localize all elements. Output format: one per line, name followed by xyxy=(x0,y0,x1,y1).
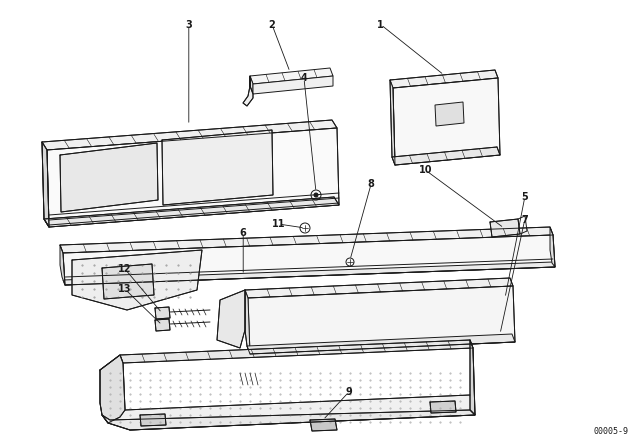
Polygon shape xyxy=(47,128,339,227)
Polygon shape xyxy=(245,278,513,298)
Polygon shape xyxy=(120,340,473,363)
Polygon shape xyxy=(217,290,245,348)
Polygon shape xyxy=(490,219,520,237)
Polygon shape xyxy=(390,70,498,88)
Text: 13: 13 xyxy=(118,284,132,294)
Polygon shape xyxy=(435,102,464,126)
Polygon shape xyxy=(430,401,456,413)
Polygon shape xyxy=(470,340,475,415)
Text: 2: 2 xyxy=(269,20,275,30)
Polygon shape xyxy=(310,419,337,431)
Text: 12: 12 xyxy=(118,264,132,274)
Polygon shape xyxy=(42,120,337,150)
Polygon shape xyxy=(100,355,125,423)
Polygon shape xyxy=(248,286,515,354)
Polygon shape xyxy=(393,78,500,165)
Polygon shape xyxy=(63,262,555,285)
Polygon shape xyxy=(247,334,515,354)
Polygon shape xyxy=(60,143,158,212)
Polygon shape xyxy=(162,130,273,205)
Polygon shape xyxy=(155,319,170,331)
Polygon shape xyxy=(245,290,250,354)
Polygon shape xyxy=(60,227,553,253)
Polygon shape xyxy=(390,80,395,165)
Text: 00005-9: 00005-9 xyxy=(593,427,628,436)
Polygon shape xyxy=(155,307,170,319)
Polygon shape xyxy=(550,227,555,267)
Polygon shape xyxy=(243,76,253,106)
Polygon shape xyxy=(44,197,339,227)
Text: 10: 10 xyxy=(419,165,433,175)
Polygon shape xyxy=(72,250,202,310)
Text: 6: 6 xyxy=(240,228,246,238)
Polygon shape xyxy=(250,68,333,84)
Polygon shape xyxy=(60,245,65,285)
Text: 3: 3 xyxy=(186,20,192,30)
Polygon shape xyxy=(250,76,253,94)
Text: 9: 9 xyxy=(346,387,352,397)
Circle shape xyxy=(314,193,318,197)
Polygon shape xyxy=(253,76,333,94)
Polygon shape xyxy=(140,414,166,426)
Polygon shape xyxy=(102,410,475,430)
Text: 7: 7 xyxy=(522,215,528,224)
Polygon shape xyxy=(392,147,500,165)
Text: 1: 1 xyxy=(378,20,384,30)
Text: 11: 11 xyxy=(271,219,285,229)
Polygon shape xyxy=(63,235,555,285)
Text: 4: 4 xyxy=(301,73,307,83)
Text: 5: 5 xyxy=(522,192,528,202)
Polygon shape xyxy=(102,264,154,299)
Polygon shape xyxy=(100,355,475,430)
Text: 8: 8 xyxy=(368,179,374,189)
Polygon shape xyxy=(42,142,49,227)
